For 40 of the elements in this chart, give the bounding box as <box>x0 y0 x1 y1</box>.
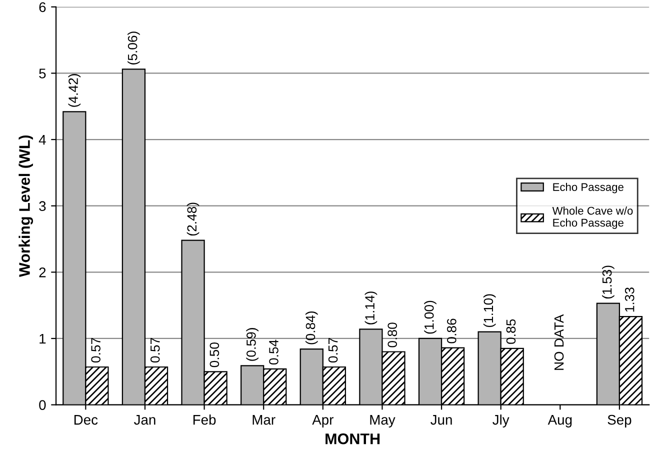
data-label: (4.42) <box>68 74 81 107</box>
data-label: 0.85 <box>506 319 516 344</box>
data-label: (0.59) <box>246 328 258 361</box>
data-label: (5.06) <box>128 32 140 64</box>
y-tick-label: 1 <box>40 334 46 344</box>
x-tick-label: Mar <box>252 415 276 425</box>
x-tick-label: Feb <box>193 414 216 425</box>
data-label: (0.84) <box>305 311 318 344</box>
x-tick-label: Jly <box>492 414 510 428</box>
x-tick-label: Jun <box>430 415 452 425</box>
data-label: 0.86 <box>446 318 456 344</box>
data-label: 0.50 <box>210 342 220 368</box>
data-label: (1.10) <box>483 294 496 328</box>
y-axis-title: Working Level (WL) <box>18 135 34 277</box>
x-tick-label: May <box>370 415 396 428</box>
legend-label: Whole Cave w/o Echo Passage <box>552 206 633 229</box>
x-tick-label: Sep <box>608 414 632 428</box>
x-axis-title: MONTH <box>326 433 380 444</box>
y-tick-label: 6 <box>39 2 46 12</box>
x-tick-label: Dec <box>74 415 98 425</box>
data-label: (1.14) <box>364 292 378 324</box>
legend-label: Echo Passage <box>553 182 624 194</box>
data-label: (1.00) <box>424 300 436 334</box>
y-tick-label: 0 <box>39 400 46 410</box>
data-label: 1.33 <box>624 288 634 312</box>
y-tick-label: 3 <box>39 201 46 212</box>
y-tick-label: 5 <box>39 68 46 78</box>
data-label: 0.57 <box>150 338 160 363</box>
data-label: (1.53) <box>602 266 614 299</box>
x-tick-label: Apr <box>312 415 334 428</box>
x-tick-label: Jan <box>134 415 156 425</box>
data-label: (2.48) <box>186 202 200 236</box>
data-label: 0.57 <box>328 338 338 363</box>
data-label: 0.80 <box>388 322 398 348</box>
annotation: NO DATA <box>554 314 564 370</box>
y-tick-label: 4 <box>38 135 46 145</box>
data-label: 0.57 <box>91 338 100 363</box>
data-label: 0.54 <box>269 340 278 364</box>
y-tick-label: 2 <box>39 268 46 278</box>
x-tick-label: Aug <box>548 415 572 428</box>
